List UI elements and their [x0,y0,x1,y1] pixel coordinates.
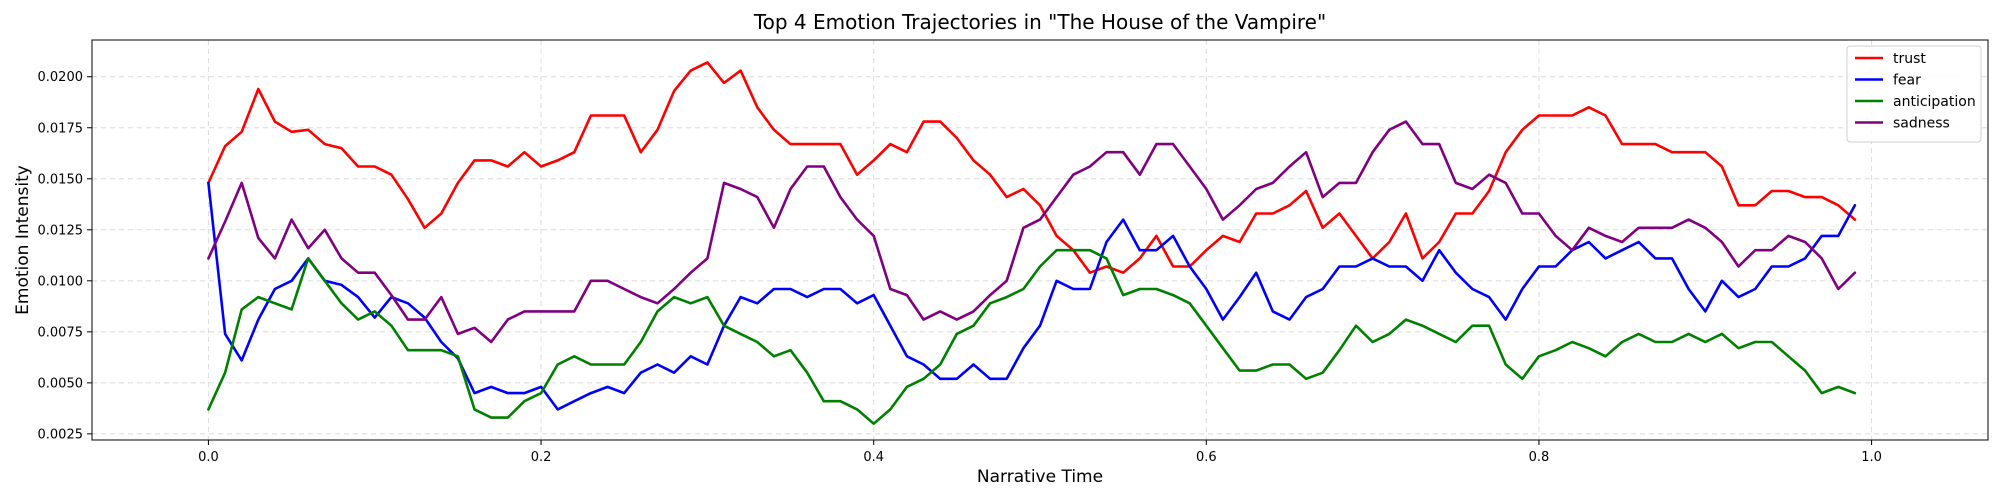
x-tick-label: 0.8 [1529,450,1550,465]
y-tick-label: 0.0150 [38,172,84,187]
legend-label-anticipation: anticipation [1893,94,1976,110]
legend-box [1846,45,1982,143]
series-line-sadness [207,120,1857,344]
y-tick-label: 0.0050 [38,376,84,391]
series-lines [207,61,1857,426]
x-tick-label: 0.6 [1196,450,1217,465]
y-tick-label: 0.0125 [38,223,84,238]
x-tick-label: 0.4 [863,450,884,465]
y-tick-label: 0.0175 [38,121,84,136]
y-axis-label: Emotion Intensity [13,165,33,315]
y-axis-ticks: 0.0025 0.0050 0.0075 0.0100 0.0125 0.0150 0.01… [38,70,92,442]
x-axis-ticks: 0.0 0.2 0.4 0.6 0.8 1.0 [198,440,1882,465]
legend: trust fear anticipation sadness [1846,45,1982,143]
x-tick-label: 1.0 [1861,450,1882,465]
legend-label-trust: trust [1893,51,1926,67]
y-tick-label: 0.0200 [38,70,84,85]
legend-label-fear: fear [1893,73,1921,89]
y-tick-label: 0.0100 [38,274,84,289]
grid [92,40,1988,440]
x-axis-label: Narrative Time [977,467,1103,487]
x-tick-label: 0.2 [531,450,552,465]
chart-title: Top 4 Emotion Trajectories in "The House… [753,10,1326,34]
series-line-anticipation [207,248,1857,426]
y-tick-label: 0.0025 [38,427,84,442]
series-line-trust [207,61,1857,275]
series-line-fear [207,181,1857,411]
legend-label-sadness: sadness [1893,116,1950,132]
plot-frame [91,39,1989,441]
x-tick-label: 0.0 [198,450,219,465]
y-tick-label: 0.0075 [38,325,84,340]
